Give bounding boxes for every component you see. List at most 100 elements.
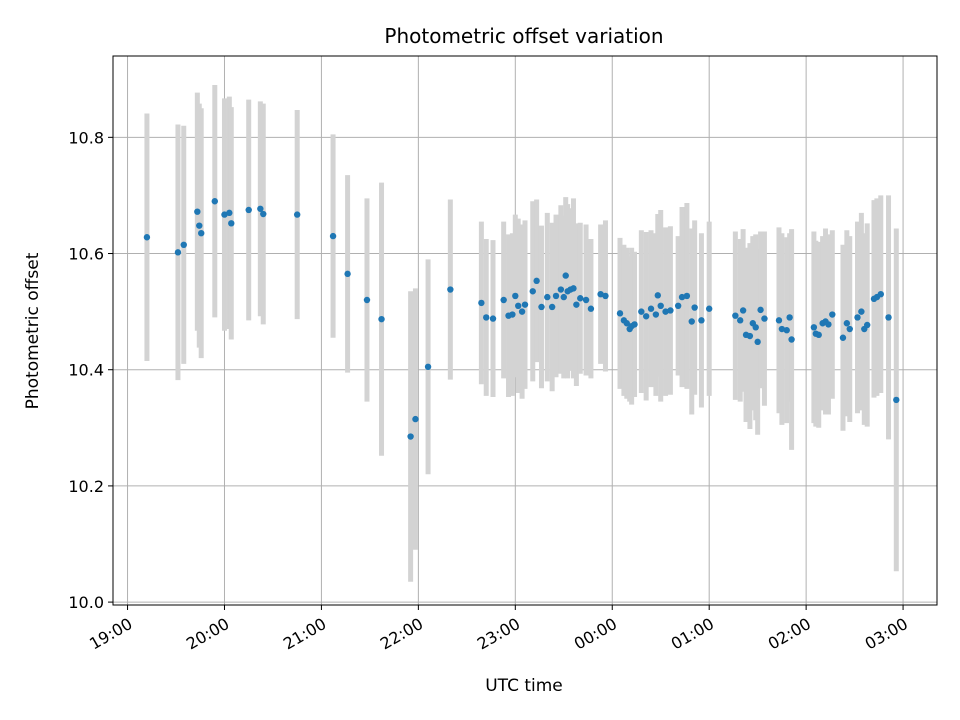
data-point bbox=[582, 296, 590, 304]
data-point bbox=[647, 305, 655, 312]
data-point bbox=[143, 234, 151, 241]
data-point bbox=[538, 303, 545, 311]
data-point bbox=[623, 320, 630, 327]
y-axis-title: Photometric offset bbox=[23, 252, 43, 409]
grid-layer bbox=[113, 56, 937, 605]
data-point bbox=[810, 324, 818, 331]
data-point bbox=[226, 209, 233, 217]
data-point bbox=[885, 314, 892, 321]
data-point bbox=[846, 325, 853, 333]
x-axis-title: UTC time bbox=[485, 676, 563, 696]
data-point bbox=[180, 241, 187, 249]
data-point bbox=[424, 363, 432, 371]
data-point bbox=[829, 311, 836, 318]
data-point bbox=[228, 220, 235, 227]
data-point bbox=[483, 314, 490, 321]
data-point bbox=[825, 321, 832, 328]
data-point bbox=[447, 286, 454, 293]
data-point bbox=[560, 293, 567, 301]
data-point bbox=[194, 208, 201, 215]
data-point bbox=[657, 302, 664, 310]
data-point bbox=[257, 205, 264, 212]
data-point bbox=[515, 302, 522, 310]
y-tick-label: 10.8 bbox=[68, 128, 104, 147]
data-point bbox=[757, 306, 764, 314]
y-tick-label: 10.6 bbox=[68, 245, 104, 264]
data-point bbox=[509, 311, 516, 318]
data-point bbox=[518, 308, 526, 315]
data-point bbox=[597, 290, 604, 298]
data-point bbox=[344, 270, 351, 278]
data-point bbox=[667, 307, 674, 314]
data-point bbox=[245, 206, 252, 214]
point-layer bbox=[143, 198, 900, 440]
data-point bbox=[533, 277, 540, 285]
data-point bbox=[196, 222, 203, 229]
data-point bbox=[221, 211, 228, 218]
data-point bbox=[688, 318, 695, 325]
data-point bbox=[260, 210, 267, 218]
data-point bbox=[211, 198, 218, 205]
data-point bbox=[329, 232, 337, 240]
data-point bbox=[893, 396, 900, 404]
plot-frame bbox=[112, 55, 938, 606]
data-point bbox=[737, 317, 744, 324]
data-point bbox=[739, 307, 747, 314]
data-point bbox=[363, 296, 371, 304]
data-point bbox=[877, 290, 884, 298]
data-point bbox=[198, 229, 205, 237]
data-point bbox=[500, 296, 507, 304]
y-tick-label: 10.4 bbox=[68, 361, 104, 380]
data-point bbox=[412, 415, 419, 423]
data-point bbox=[174, 249, 182, 256]
data-point bbox=[577, 295, 584, 302]
data-point bbox=[778, 325, 786, 333]
data-point bbox=[662, 308, 669, 315]
data-point bbox=[761, 315, 768, 322]
data-point bbox=[788, 336, 795, 343]
data-point bbox=[786, 314, 793, 321]
data-point bbox=[843, 320, 851, 327]
data-point bbox=[854, 314, 861, 321]
data-point bbox=[732, 312, 739, 319]
data-point bbox=[683, 292, 691, 300]
data-point bbox=[570, 285, 577, 292]
data-point bbox=[631, 321, 638, 328]
data-point bbox=[775, 317, 783, 324]
data-point bbox=[407, 433, 414, 440]
data-point bbox=[678, 293, 686, 301]
data-point bbox=[602, 292, 609, 300]
data-point bbox=[864, 321, 871, 329]
data-point bbox=[754, 338, 761, 346]
data-point bbox=[752, 324, 759, 331]
data-point bbox=[674, 302, 682, 310]
data-point bbox=[529, 288, 536, 295]
data-point bbox=[652, 311, 660, 318]
data-point bbox=[562, 272, 569, 279]
data-point bbox=[691, 304, 698, 311]
data-point bbox=[587, 305, 595, 312]
y-tick-label: 10.2 bbox=[68, 477, 104, 496]
data-point bbox=[783, 327, 790, 334]
data-point bbox=[815, 331, 822, 339]
y-tick-label: 10.0 bbox=[68, 593, 104, 612]
data-point bbox=[489, 315, 497, 322]
chart-title: Photometric offset variation bbox=[384, 24, 663, 48]
data-point bbox=[616, 310, 624, 317]
data-point bbox=[521, 301, 529, 308]
data-point bbox=[654, 292, 662, 299]
data-point bbox=[642, 313, 650, 320]
data-point bbox=[552, 292, 560, 300]
data-point bbox=[698, 317, 705, 324]
data-point bbox=[478, 299, 485, 307]
data-point bbox=[293, 211, 301, 218]
data-point bbox=[858, 308, 865, 315]
data-point bbox=[705, 305, 713, 312]
data-point bbox=[746, 332, 754, 340]
data-point bbox=[573, 301, 580, 308]
data-point bbox=[548, 303, 556, 311]
data-point bbox=[512, 292, 519, 300]
data-point bbox=[544, 293, 551, 301]
data-point bbox=[378, 315, 385, 323]
